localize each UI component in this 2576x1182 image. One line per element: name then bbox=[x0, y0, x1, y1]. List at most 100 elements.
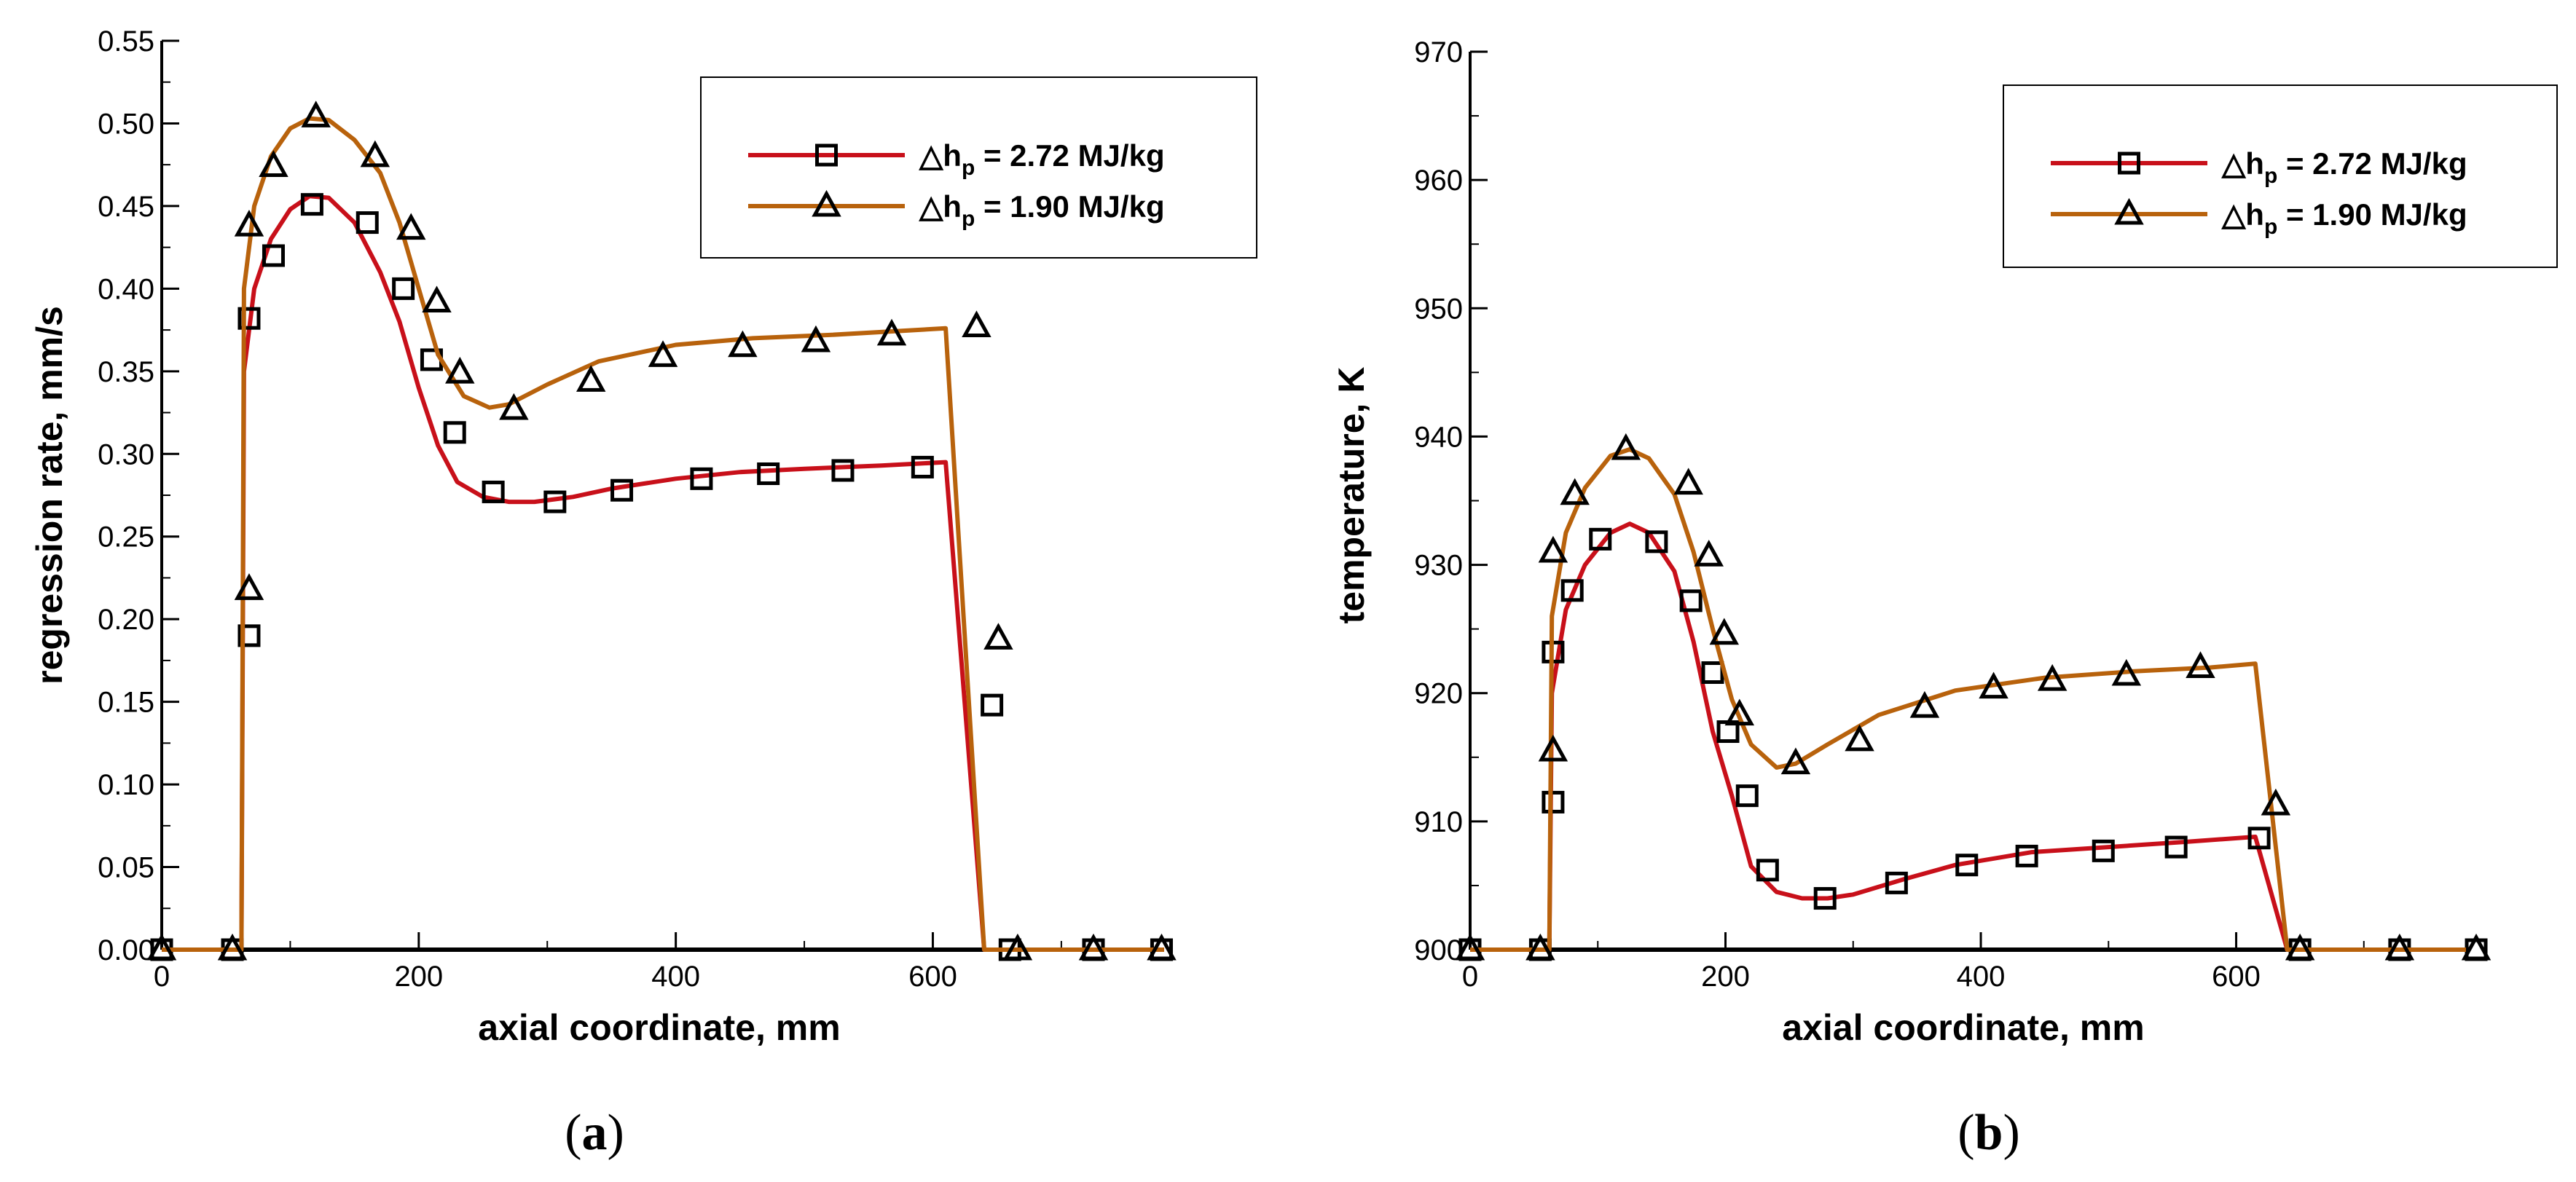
square-marker bbox=[356, 211, 379, 235]
triangle-marker bbox=[217, 933, 248, 961]
legend-square-marker bbox=[815, 143, 838, 167]
caption-letter: a bbox=[582, 1105, 608, 1161]
triangle-marker bbox=[576, 365, 606, 392]
triangle-marker bbox=[1909, 690, 1940, 718]
x-tick-label: 600 bbox=[2212, 961, 2261, 993]
legend-triangle-marker bbox=[812, 189, 841, 217]
triangle-marker bbox=[1078, 933, 1109, 961]
triangle-marker bbox=[1845, 724, 1874, 752]
x-tick-label: 0 bbox=[154, 961, 170, 993]
triangle-marker bbox=[2186, 651, 2215, 678]
y-tick-label: 0.05 bbox=[98, 852, 154, 884]
triangle-marker bbox=[259, 150, 288, 177]
triangle-marker bbox=[983, 623, 1013, 650]
square-marker bbox=[482, 480, 505, 503]
legend-entry-label: △hp = 2.72 MJ/kg bbox=[2221, 146, 2467, 188]
square-marker bbox=[1813, 887, 1837, 910]
legend-subscript: p bbox=[962, 207, 975, 231]
y-tick-label: 0.10 bbox=[98, 769, 154, 801]
y-tick-label: 0.40 bbox=[98, 273, 154, 305]
panel-caption: (b) bbox=[1957, 1105, 2020, 1161]
legend-triangle-marker bbox=[2114, 197, 2144, 225]
legend-suffix: = 2.72 MJ/kg bbox=[975, 138, 1164, 173]
square-marker bbox=[911, 455, 934, 478]
y-tick-label: 0.50 bbox=[98, 108, 154, 140]
triangle-marker bbox=[2261, 788, 2291, 816]
square-marker bbox=[237, 307, 261, 330]
square-marker bbox=[1955, 854, 1979, 877]
y-tick-label: 910 bbox=[1414, 806, 1463, 838]
square-marker bbox=[1756, 859, 1779, 882]
series-line bbox=[1470, 521, 2466, 952]
legend-prefix: △h bbox=[919, 189, 962, 224]
series-square bbox=[150, 193, 1173, 961]
triangle-marker bbox=[445, 356, 475, 384]
triangle-marker bbox=[1525, 933, 1555, 961]
square-marker bbox=[443, 421, 466, 444]
square-marker bbox=[831, 459, 855, 482]
legend-prefix: △h bbox=[919, 138, 962, 173]
legend-entry-label: △hp = 1.90 MJ/kg bbox=[919, 189, 1165, 231]
triangle-marker bbox=[2384, 933, 2415, 961]
legend-prefix: △h bbox=[2221, 197, 2264, 232]
legend-subscript: p bbox=[2264, 215, 2277, 239]
square-marker bbox=[981, 693, 1004, 717]
x-axis-label: axial coordinate, mm bbox=[1782, 1007, 2144, 1048]
triangle-marker bbox=[2461, 933, 2491, 961]
legend-entry-label: △hp = 1.90 MJ/kg bbox=[2221, 197, 2467, 239]
x-tick-label: 400 bbox=[1957, 961, 2006, 993]
triangle-marker bbox=[1560, 478, 1590, 505]
series-line bbox=[162, 194, 1164, 952]
y-tick-label: 0.00 bbox=[98, 934, 154, 966]
triangle-marker bbox=[1780, 747, 1811, 775]
y-tick-label: 970 bbox=[1414, 36, 1463, 68]
square-marker bbox=[543, 490, 567, 513]
y-tick-label: 0.30 bbox=[98, 438, 154, 470]
square-marker bbox=[300, 193, 323, 216]
y-tick-label: 0.45 bbox=[98, 191, 154, 223]
legend-prefix: △h bbox=[2221, 146, 2264, 181]
caption-letter: b bbox=[1975, 1105, 2003, 1161]
legend-subscript: p bbox=[2264, 164, 2277, 188]
caption-open-paren: ( bbox=[565, 1105, 581, 1161]
y-tick-label: 930 bbox=[1414, 550, 1463, 582]
square-marker bbox=[610, 478, 634, 502]
x-tick-label: 200 bbox=[394, 961, 443, 993]
y-tick-label: 0.55 bbox=[98, 25, 154, 58]
square-marker bbox=[2015, 844, 2038, 867]
triangle-marker bbox=[648, 340, 678, 367]
chart-panel-b: 900 910 920 930 940 950 960 970 0 200 400 600 axial … bbox=[1331, 36, 2558, 1161]
x-tick-label: 400 bbox=[651, 961, 700, 993]
legend: △hp = 2.72 MJ/kg△hp = 1.90 MJ/kg bbox=[2003, 84, 2558, 268]
triangle-marker bbox=[801, 325, 831, 352]
square-marker bbox=[757, 462, 780, 486]
triangle-marker bbox=[146, 933, 177, 961]
x-tick-label: 0 bbox=[1462, 961, 1478, 993]
square-marker bbox=[392, 277, 415, 300]
caption-close-paren: ) bbox=[608, 1105, 624, 1161]
chart-panel-a: 0.00 0.05 0.10 0.15 0.20 0.25 0.30 0.35 0.40 0.45… bbox=[29, 25, 1257, 1161]
y-tick-label: 960 bbox=[1414, 165, 1463, 197]
legend-suffix: = 1.90 MJ/kg bbox=[2277, 197, 2467, 232]
triangle-marker bbox=[1709, 618, 1739, 645]
panel-caption: (a) bbox=[565, 1105, 624, 1161]
triangle-marker bbox=[1724, 698, 1755, 726]
y-tick-label: 920 bbox=[1414, 678, 1463, 710]
square-marker bbox=[262, 244, 285, 267]
legend-box bbox=[700, 76, 1257, 259]
legend-suffix: = 1.90 MJ/kg bbox=[975, 189, 1164, 224]
legend-square-marker bbox=[2118, 151, 2140, 175]
y-tick-label: 0.15 bbox=[98, 687, 154, 719]
series-triangle bbox=[1455, 433, 2491, 961]
triangle-marker bbox=[234, 209, 264, 237]
triangle-marker bbox=[1611, 433, 1641, 460]
x-tick-label: 600 bbox=[908, 961, 957, 993]
square-marker bbox=[1560, 579, 1584, 602]
triangle-marker bbox=[422, 285, 452, 313]
triangle-marker bbox=[360, 140, 390, 168]
legend: △hp = 2.72 MJ/kg△hp = 1.90 MJ/kg bbox=[700, 76, 1257, 259]
triangle-marker bbox=[1147, 933, 1177, 961]
legend-box bbox=[2003, 84, 2558, 268]
triangle-marker bbox=[876, 318, 907, 346]
